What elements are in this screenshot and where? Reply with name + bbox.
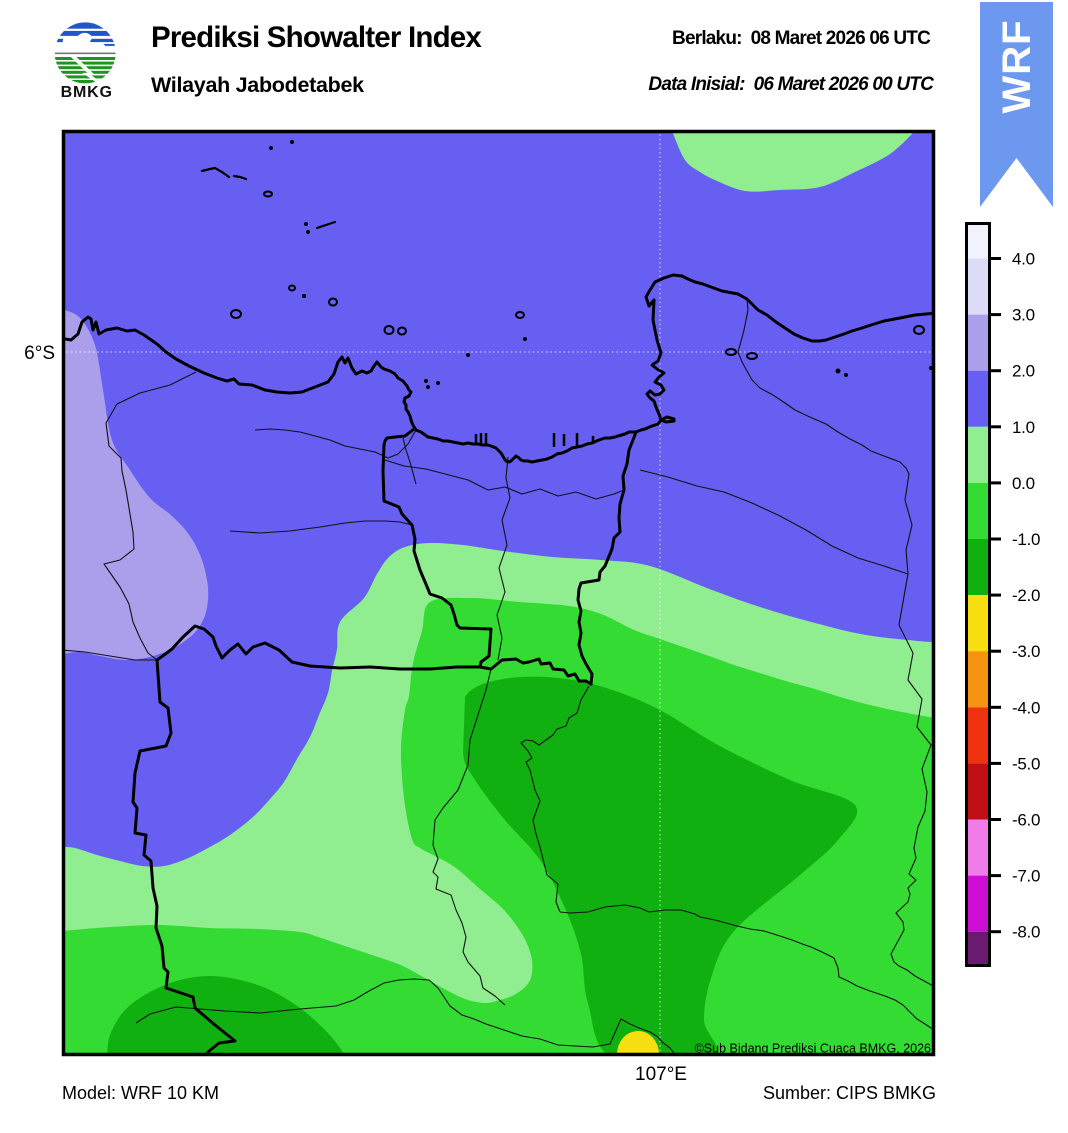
svg-text:Wilayah Jabodetabek: Wilayah Jabodetabek (151, 73, 364, 97)
svg-text:-1.0: -1.0 (1012, 530, 1040, 549)
svg-text:Model: WRF 10 KM: Model: WRF 10 KM (62, 1083, 219, 1103)
svg-text:WRF: WRF (995, 19, 1039, 113)
svg-text:Prediksi Showalter Index: Prediksi Showalter Index (151, 21, 482, 54)
svg-text:-2.0: -2.0 (1012, 586, 1040, 605)
svg-text:-3.0: -3.0 (1012, 642, 1040, 661)
svg-text:Data Inisial: 06 Maret 2026 0: Data Inisial: 06 Maret 2026 00 UTC (648, 74, 934, 95)
svg-text:BMKG: BMKG (61, 84, 113, 101)
svg-text:Sumber: CIPS BMKG: Sumber: CIPS BMKG (763, 1083, 936, 1103)
svg-text:107°E: 107°E (635, 1064, 687, 1085)
svg-text:-8.0: -8.0 (1012, 923, 1040, 942)
svg-text:3.0: 3.0 (1012, 306, 1035, 325)
svg-text:©Sub Bidang Prediksi Cuaca BMK: ©Sub Bidang Prediksi Cuaca BMKG, 2026 (695, 1042, 931, 1056)
svg-text:Berlaku: 08 Maret 2026 06 UTC: Berlaku: 08 Maret 2026 06 UTC (672, 28, 931, 49)
svg-text:1.0: 1.0 (1012, 418, 1035, 437)
svg-text:0.0: 0.0 (1012, 474, 1035, 493)
svg-text:-7.0: -7.0 (1012, 867, 1040, 886)
svg-text:6°S: 6°S (24, 343, 55, 364)
svg-text:4.0: 4.0 (1012, 250, 1035, 269)
svg-text:-4.0: -4.0 (1012, 698, 1040, 717)
svg-text:-5.0: -5.0 (1012, 754, 1040, 773)
svg-text:-6.0: -6.0 (1012, 811, 1040, 830)
svg-text:2.0: 2.0 (1012, 362, 1035, 381)
